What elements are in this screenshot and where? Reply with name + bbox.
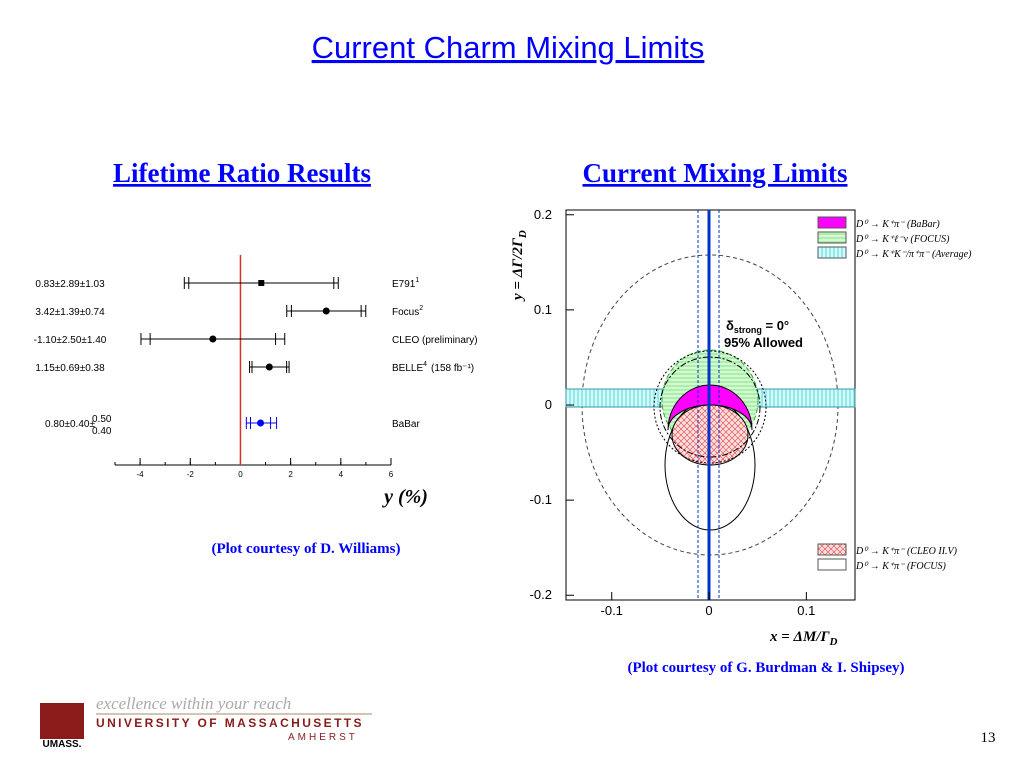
result-label: 1.15±0.69±0.38 bbox=[35, 363, 105, 374]
experiment-name: BaBar bbox=[392, 419, 420, 430]
legend-swatch bbox=[817, 216, 847, 229]
delta-text: = 0° bbox=[762, 318, 789, 333]
point bbox=[265, 363, 273, 371]
point bbox=[209, 335, 217, 343]
experiment-name: Focus bbox=[392, 307, 419, 318]
babar-region bbox=[667, 384, 753, 431]
slide-title: Current Charm Mixing Limits bbox=[312, 30, 705, 65]
experiment: BaBar bbox=[392, 419, 420, 430]
legend-label: D⁰ → K⁺π⁻ (BaBar) bbox=[855, 219, 940, 230]
experiment: Focus2 bbox=[392, 305, 423, 318]
result-value: 0.80±0.40± bbox=[45, 419, 95, 430]
syst-up: 0.50 bbox=[92, 414, 112, 425]
result-value: -1.10±2.50±1.40 bbox=[34, 335, 107, 346]
result-label: -1.10±2.50±1.40 bbox=[34, 335, 107, 346]
delta: δ bbox=[726, 318, 734, 333]
legend-label: D⁰ → K⁺π⁻ (CLEO II.V) bbox=[855, 546, 958, 557]
y-tick-label: 0.2 bbox=[534, 207, 552, 222]
motto: excellence within your reach bbox=[96, 694, 291, 713]
legend-swatch bbox=[817, 558, 847, 571]
contour bbox=[659, 356, 761, 458]
left-credit: (Plot courtesy of D. Williams) bbox=[211, 541, 400, 557]
experiment: BELLE4 (158 fb⁻¹) bbox=[392, 361, 474, 374]
x-tick-label: 4 bbox=[339, 470, 344, 479]
mixing-plot bbox=[565, 209, 856, 601]
university: UNIVERSITY OF MASSACHUSETTS bbox=[96, 716, 364, 730]
logo-mark bbox=[40, 703, 84, 739]
annotation: δstrong = 0° bbox=[726, 318, 789, 335]
left-x-label: y (%) bbox=[382, 486, 428, 508]
allowed-label: 95% Allowed bbox=[724, 335, 803, 350]
y-label-sub: D bbox=[517, 230, 529, 239]
experiment-name: E791 bbox=[392, 279, 416, 290]
x-tick-label: -4 bbox=[137, 470, 145, 479]
x-tick-label: 0 bbox=[705, 603, 712, 618]
right-x-label: x = ΔM/ΓD bbox=[769, 629, 838, 648]
x-label: x = ΔM/Γ bbox=[769, 629, 830, 645]
delta-sub: strong bbox=[734, 325, 762, 335]
result-label: 0.80±0.40± bbox=[45, 419, 95, 430]
x-tick-label: -0.1 bbox=[601, 603, 623, 618]
result-label: 3.42±1.39±0.74 bbox=[35, 307, 105, 318]
y-tick-label: -0.1 bbox=[530, 492, 552, 507]
reference: 1 bbox=[415, 277, 419, 284]
logo-text: UMASS. bbox=[43, 739, 82, 750]
y-tick-label: 0 bbox=[545, 397, 552, 412]
y-tick-label: 0.1 bbox=[534, 302, 552, 317]
note: (158 fb⁻¹) bbox=[431, 363, 474, 374]
legend-label: D⁰ → K⁺π⁻ (FOCUS) bbox=[855, 561, 947, 572]
result-value: 1.15±0.69±0.38 bbox=[35, 363, 105, 374]
x-tick-label: -2 bbox=[187, 470, 195, 479]
x-tick-label: 2 bbox=[288, 470, 293, 479]
point bbox=[322, 307, 330, 315]
experiment-name: CLEO (preliminary) bbox=[392, 335, 478, 346]
x-tick-label: 0.1 bbox=[797, 603, 815, 618]
left-heading: Lifetime Ratio Results bbox=[113, 158, 371, 188]
point bbox=[258, 280, 265, 286]
legend-label: D⁰ → K⁺ℓ⁻ν (FOCUS) bbox=[855, 234, 950, 245]
x-tick-label: 6 bbox=[389, 470, 394, 479]
legend-swatch bbox=[817, 246, 847, 259]
right-y-label: y = ΔΓ/2ΓD bbox=[510, 230, 529, 302]
campus: AMHERST bbox=[288, 732, 358, 743]
y-label: y = ΔΓ/2Γ bbox=[510, 237, 526, 302]
experiment-name: BELLE bbox=[392, 363, 423, 374]
page-number: 13 bbox=[981, 730, 996, 746]
reference: 4 bbox=[423, 361, 427, 368]
right-heading: Current Mixing Limits bbox=[583, 158, 848, 188]
footer: UMASS. excellence within your reach UNIV… bbox=[40, 694, 996, 750]
x-tick-label: 0 bbox=[238, 470, 243, 479]
result-label: 0.83±2.89±1.03 bbox=[35, 279, 105, 290]
result-value: 0.83±2.89±1.03 bbox=[35, 279, 105, 290]
reference: 2 bbox=[419, 305, 423, 312]
x-label-sub: D bbox=[829, 636, 838, 648]
syst-down: 0.40 bbox=[92, 426, 112, 437]
result-value: 3.42±1.39±0.74 bbox=[35, 307, 105, 318]
legend-label: D⁰ → K⁺K⁻/π⁺π⁻ (Average) bbox=[855, 249, 972, 260]
experiment: E7911 bbox=[392, 277, 419, 290]
contour bbox=[653, 350, 767, 464]
legend-swatch bbox=[817, 231, 847, 244]
point bbox=[257, 419, 265, 427]
right-credit: (Plot courtesy of G. Burdman & I. Shipse… bbox=[627, 660, 904, 676]
experiment: CLEO (preliminary) bbox=[392, 335, 478, 346]
legend-swatch bbox=[817, 543, 847, 556]
y-tick-label: -0.2 bbox=[530, 587, 552, 602]
